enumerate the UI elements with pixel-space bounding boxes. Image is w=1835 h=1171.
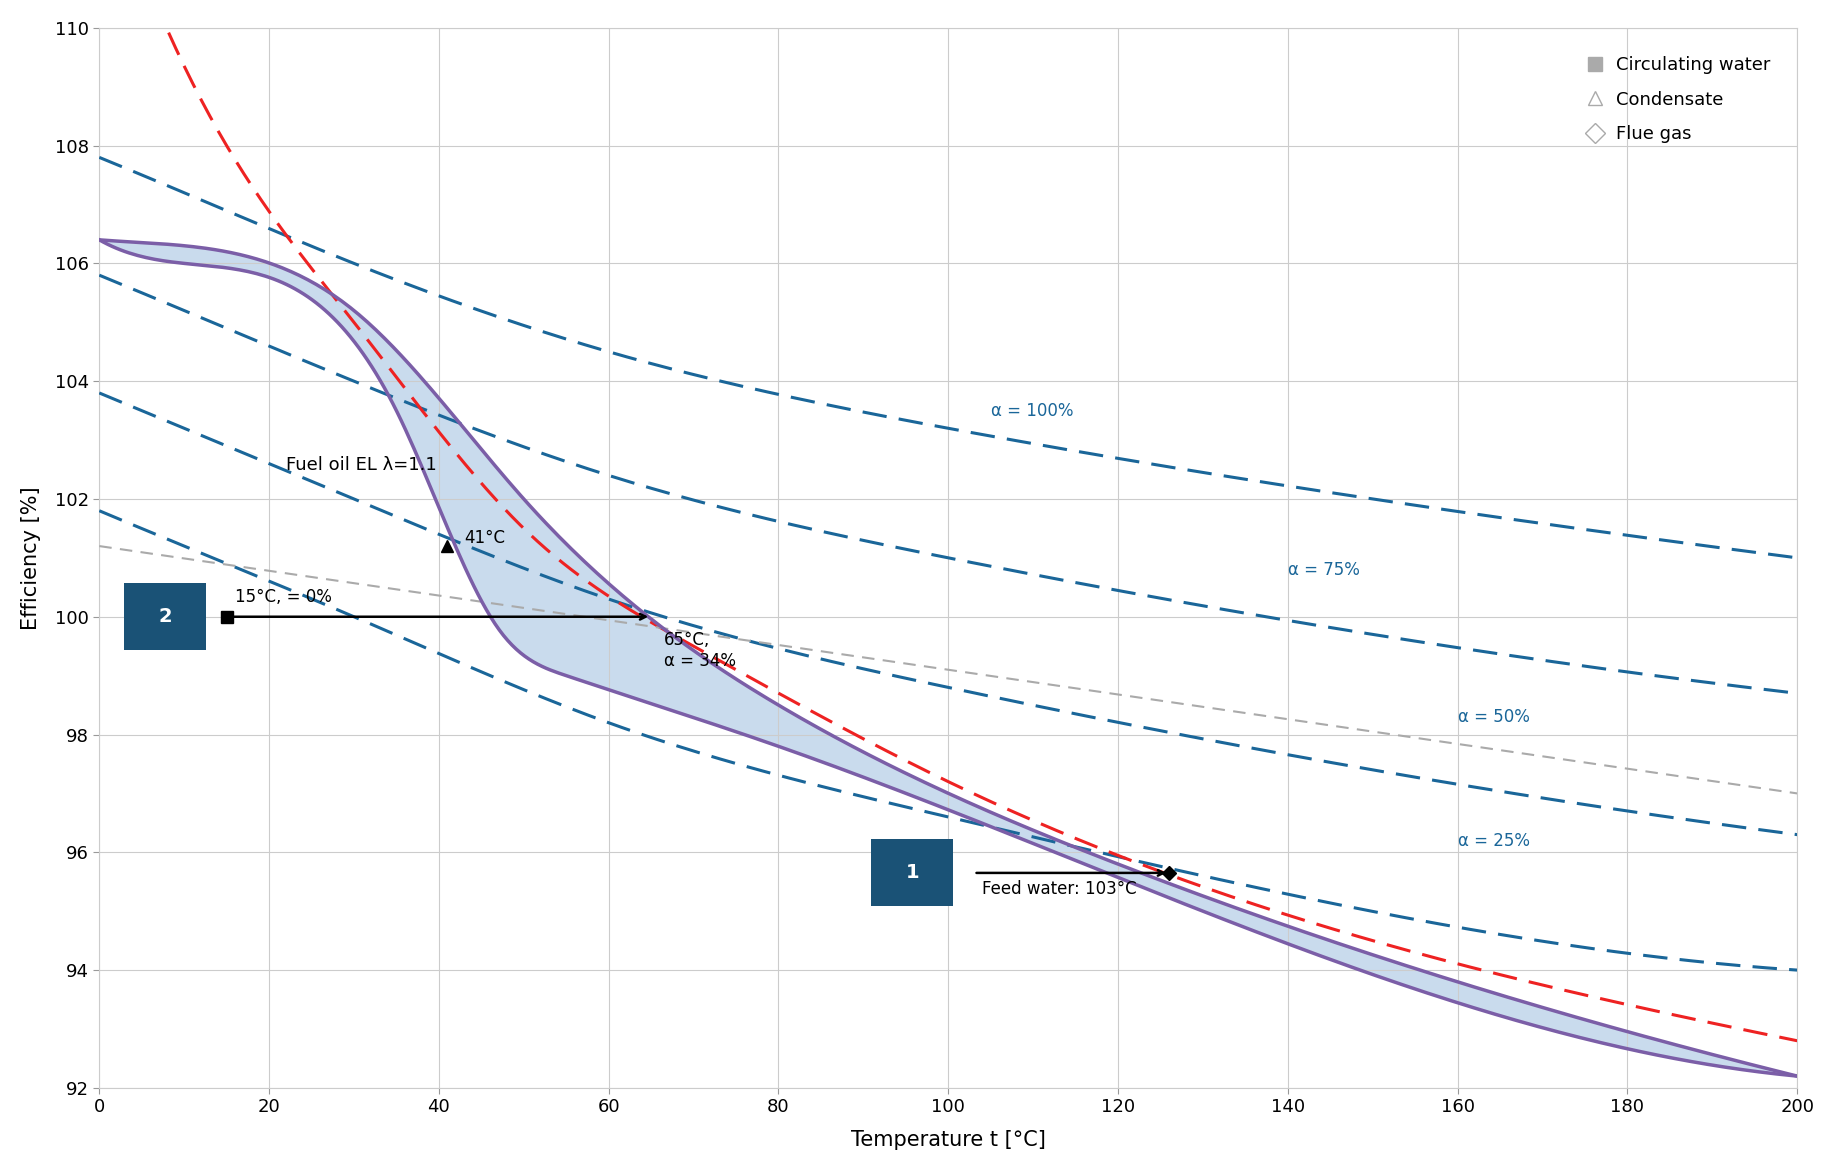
Text: α = 50%: α = 50% <box>1457 707 1529 726</box>
Polygon shape <box>99 240 1796 1076</box>
Text: α = 25%: α = 25% <box>1457 831 1530 849</box>
Text: 65°C,
α = 34%: 65°C, α = 34% <box>664 631 736 670</box>
Text: 1: 1 <box>905 863 919 882</box>
Text: Fuel oil EL λ=1.1: Fuel oil EL λ=1.1 <box>286 456 437 473</box>
Text: 2: 2 <box>158 607 172 626</box>
Text: 41°C: 41°C <box>464 529 505 547</box>
Legend: Circulating water, Condensate, Flue gas: Circulating water, Condensate, Flue gas <box>1574 48 1780 152</box>
Text: α = 100%: α = 100% <box>991 402 1073 419</box>
FancyBboxPatch shape <box>125 583 206 650</box>
Text: 15°C, = 0%: 15°C, = 0% <box>235 588 332 607</box>
Y-axis label: Efficiency [%]: Efficiency [%] <box>20 486 40 630</box>
Text: α = 75%: α = 75% <box>1288 561 1360 578</box>
FancyBboxPatch shape <box>872 838 952 906</box>
X-axis label: Temperature t [°C]: Temperature t [°C] <box>851 1130 1046 1150</box>
Text: Feed water: 103°C: Feed water: 103°C <box>982 879 1138 897</box>
